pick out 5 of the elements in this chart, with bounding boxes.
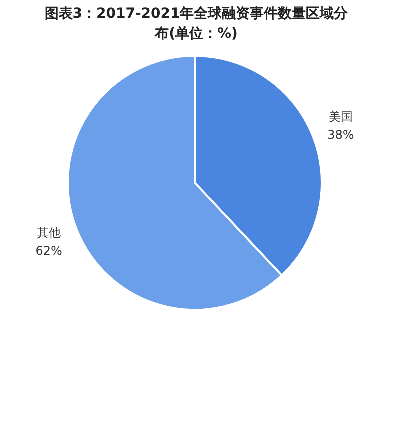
slice-label: 美国	[328, 110, 353, 124]
slice-label: 其他	[37, 226, 62, 240]
data-label: 38%	[328, 128, 354, 142]
chart-title: 图表3：2017-2021年全球融资事件数量区域分布(单位：%)	[44, 5, 350, 44]
data-label: 62%	[36, 244, 62, 258]
